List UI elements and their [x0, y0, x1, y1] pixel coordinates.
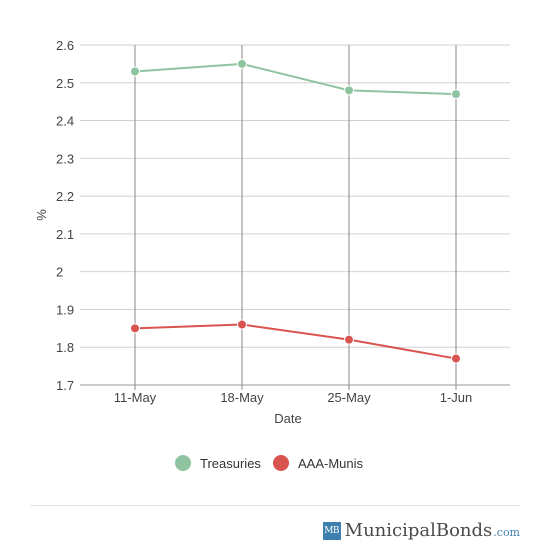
- data-point[interactable]: [237, 319, 247, 330]
- y-tick-label: 2.4: [56, 114, 74, 129]
- series: [130, 58, 461, 364]
- line-chart: 1.7 1.8 1.9 2 2.1 2.2 2.3 2.4 2.5 2.6 11-May 18-Ma…: [34, 38, 510, 471]
- y-tick-label: 2.5: [56, 76, 74, 91]
- data-point[interactable]: [130, 66, 140, 77]
- legend-label: Treasuries: [200, 456, 261, 471]
- series-line-aaa-munis: [134, 323, 457, 360]
- x-axis-ticks: 11-May 18-May 25-May 1-Jun: [114, 390, 472, 405]
- legend-swatch: [175, 455, 191, 471]
- series-line-treasuries: [134, 62, 457, 96]
- legend: Treasuries AAA-Munis: [175, 455, 364, 471]
- y-tick-label: 1.7: [56, 378, 74, 393]
- y-tick-label: 2: [56, 265, 63, 280]
- data-point[interactable]: [451, 89, 461, 100]
- data-point[interactable]: [344, 334, 354, 345]
- brand-name: MunicipalBonds: [344, 520, 493, 541]
- legend-label: AAA-Munis: [298, 456, 364, 471]
- footer-divider: [30, 505, 520, 506]
- y-tick-label: 2.1: [56, 227, 74, 242]
- legend-swatch: [273, 455, 289, 471]
- y-axis-ticks: 1.7 1.8 1.9 2 2.1 2.2 2.3 2.4 2.5 2.6: [56, 38, 74, 393]
- x-tick-label: 1-Jun: [440, 390, 473, 405]
- brand-logo: MB MunicipalBonds .com: [322, 520, 520, 541]
- data-point[interactable]: [344, 85, 354, 96]
- data-point[interactable]: [237, 58, 247, 69]
- x-axis-title: Date: [274, 411, 301, 426]
- x-tick-label: 18-May: [220, 390, 264, 405]
- y-tick-label: 2.2: [56, 189, 74, 204]
- y-tick-label: 2.6: [56, 38, 74, 53]
- y-tick-label: 1.9: [56, 302, 74, 317]
- y-tick-label: 2.3: [56, 151, 74, 166]
- y-tick-label: 1.8: [56, 340, 74, 355]
- y-axis-title: %: [34, 209, 49, 221]
- grid: [80, 44, 510, 390]
- brand-mark-icon: MB: [322, 521, 341, 540]
- data-point[interactable]: [451, 353, 461, 364]
- x-tick-label: 25-May: [327, 390, 371, 405]
- brand-tld: .com: [493, 526, 520, 539]
- x-tick-label: 11-May: [114, 390, 157, 405]
- data-point[interactable]: [130, 323, 140, 334]
